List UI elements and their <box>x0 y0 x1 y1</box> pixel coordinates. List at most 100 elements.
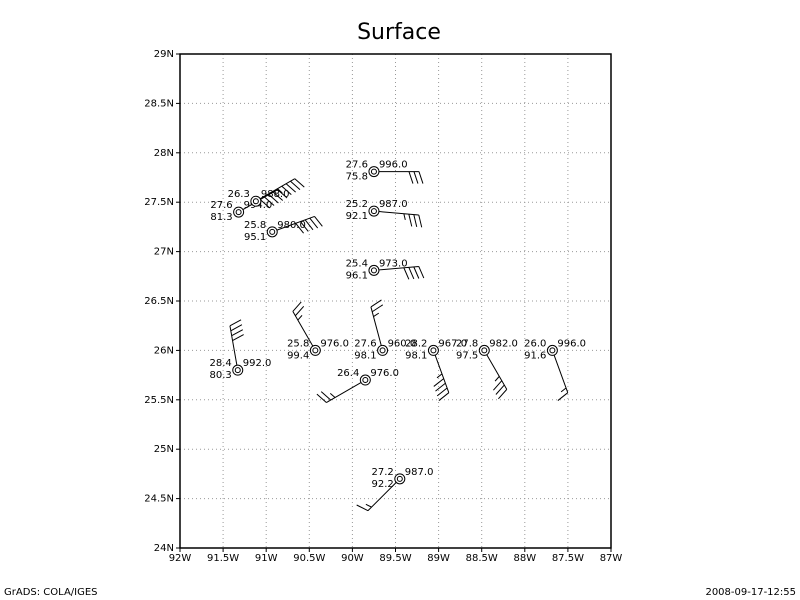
station-marker-inner <box>430 347 437 354</box>
station-marker <box>394 473 406 485</box>
temperature-label: 26.4 <box>337 368 359 379</box>
temperature-label: 26.3 <box>228 189 250 200</box>
y-tick-label: 28.5N <box>144 98 174 109</box>
station-marker-inner <box>549 347 556 354</box>
wind-barb <box>259 178 305 200</box>
humidity-label: 92.1 <box>346 211 368 222</box>
wind-barb <box>378 211 423 228</box>
temperature-label: 27.6 <box>210 200 232 211</box>
temperature-label: 25.8 <box>244 220 266 231</box>
x-tick-label: 88.5W <box>466 553 498 564</box>
humidity-label: 91.6 <box>524 350 546 361</box>
temperature-label: 27.6 <box>346 160 368 171</box>
humidity-label: 98.1 <box>354 350 376 361</box>
temperature-label: 28.2 <box>405 338 427 349</box>
station-marker-inner <box>481 347 488 354</box>
x-tick-label: 90W <box>341 553 364 564</box>
station-marker-inner <box>370 208 377 215</box>
wind-barb <box>378 171 424 184</box>
wind-barb <box>356 482 397 512</box>
wind-barb <box>486 354 508 400</box>
station-marker <box>368 205 380 217</box>
y-tick-label: 26N <box>154 345 174 356</box>
footer-right: 2008-09-17-12:55 <box>705 587 796 598</box>
station-marker <box>368 166 380 178</box>
y-tick-label: 28N <box>154 148 174 159</box>
pressure-label: 988.0 <box>261 189 290 200</box>
station-marker-inner <box>234 367 241 374</box>
station-marker-inner <box>396 475 403 482</box>
temperature-label: 26.0 <box>524 338 546 349</box>
pressure-label: 960.0 <box>388 338 417 349</box>
pressure-label: 987.0 <box>405 467 434 478</box>
y-tick-label: 25.5N <box>144 395 174 406</box>
pressure-label: 973.0 <box>379 258 408 269</box>
station-marker <box>546 344 558 356</box>
x-tick-label: 87W <box>600 553 623 564</box>
wind-barb <box>553 354 569 401</box>
wind-barb <box>229 319 244 366</box>
station-marker-inner <box>269 228 276 235</box>
x-tick-label: 89.5W <box>379 553 411 564</box>
station-marker <box>359 374 371 386</box>
station-marker <box>478 344 490 356</box>
station-marker <box>266 226 278 238</box>
station-marker <box>427 344 439 356</box>
pressure-label: 996.0 <box>557 338 586 349</box>
temperature-label: 25.8 <box>287 338 309 349</box>
x-tick-label: 88W <box>513 553 536 564</box>
humidity-label: 97.5 <box>456 350 478 361</box>
y-tick-label: 27.5N <box>144 197 174 208</box>
x-tick-label: 91.5W <box>207 553 239 564</box>
wind-barb <box>316 382 362 403</box>
x-tick-label: 92W <box>169 553 192 564</box>
pressure-label: 987.0 <box>379 199 408 210</box>
y-tick-label: 24N <box>154 543 174 554</box>
y-tick-label: 26.5N <box>144 296 174 307</box>
temperature-label: 27.6 <box>354 338 376 349</box>
pressure-label: 976.0 <box>320 338 349 349</box>
y-tick-label: 25N <box>154 444 174 455</box>
temperature-label: 25.4 <box>346 258 368 269</box>
temperature-label: 25.2 <box>346 199 368 210</box>
pressure-label: 996.0 <box>379 160 408 171</box>
wind-barb <box>378 265 425 280</box>
humidity-label: 92.2 <box>372 479 394 490</box>
x-tick-label: 87.5W <box>552 553 584 564</box>
footer-left: GrADS: COLA/IGES <box>4 587 98 598</box>
humidity-label: 75.8 <box>346 172 368 183</box>
humidity-label: 96.1 <box>346 270 368 281</box>
temperature-label: 28.4 <box>209 358 231 369</box>
pressure-label: 992.0 <box>243 358 272 369</box>
pressure-label: 967.0 <box>438 338 467 349</box>
station-marker <box>309 344 321 356</box>
chart-title: Surface <box>357 20 441 45</box>
station-marker <box>232 364 244 376</box>
y-tick-label: 27N <box>154 247 174 258</box>
station-marker <box>233 206 245 218</box>
wind-barb <box>292 301 314 347</box>
humidity-label: 80.3 <box>209 370 231 381</box>
temperature-label: 27.2 <box>372 467 394 478</box>
humidity-label: 98.1 <box>405 350 427 361</box>
station-marker-inner <box>379 347 386 354</box>
humidity-label: 99.4 <box>287 350 309 361</box>
wind-barb <box>276 215 323 234</box>
station-marker <box>368 264 380 276</box>
station-marker-inner <box>252 198 259 205</box>
pressure-label: 976.0 <box>370 368 399 379</box>
station-marker <box>377 344 389 356</box>
x-tick-label: 91W <box>255 553 278 564</box>
station-marker <box>250 195 262 207</box>
y-tick-label: 24.5N <box>144 494 174 505</box>
wind-barb <box>433 354 450 401</box>
x-tick-label: 90.5W <box>293 553 325 564</box>
plot-frame <box>179 53 612 549</box>
y-tick-label: 29N <box>154 49 174 60</box>
station-marker-inner <box>362 377 369 384</box>
station-marker-inner <box>370 267 377 274</box>
station-marker-inner <box>312 347 319 354</box>
pressure-label: 982.0 <box>489 338 518 349</box>
